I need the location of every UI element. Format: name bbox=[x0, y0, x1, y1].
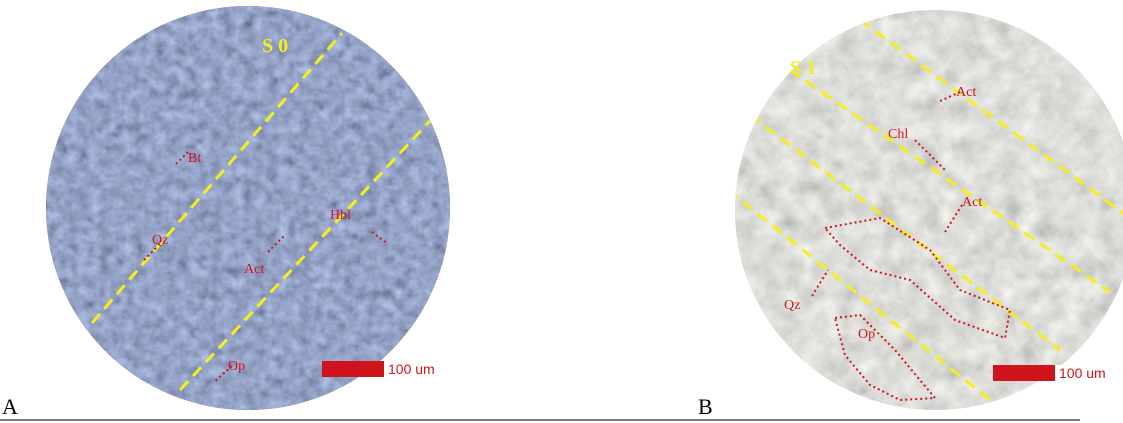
mineral-label: Act bbox=[956, 85, 976, 100]
foliation-label: S 0 bbox=[262, 35, 288, 57]
mineral-label: Act bbox=[962, 195, 982, 210]
scale-bar-label: 100 um bbox=[1059, 365, 1106, 381]
mineral-label: Bt bbox=[188, 151, 201, 166]
mineral-label: Qz bbox=[784, 298, 800, 313]
mineral-label: Hbl bbox=[330, 208, 351, 223]
mineral-label: Chl bbox=[888, 127, 908, 142]
mineral-label: Op bbox=[858, 327, 875, 342]
panel-label: A bbox=[2, 394, 18, 419]
mineral-label: Op bbox=[228, 359, 245, 374]
foliation-label: S 1 bbox=[790, 57, 816, 79]
scale-bar bbox=[322, 361, 384, 377]
figure: A S 0 100 um Bt Qz Act Hbl Op B S 1 100 um Act Chl Ac… bbox=[0, 0, 1123, 423]
scale-bar-label: 100 um bbox=[388, 361, 435, 377]
mineral-label: Act bbox=[244, 262, 264, 277]
scale-bar bbox=[993, 365, 1055, 381]
micrograph-a bbox=[40, 0, 460, 420]
panel-label: B bbox=[698, 394, 713, 419]
micrograph-b bbox=[728, 0, 1123, 420]
mineral-label: Qz bbox=[152, 233, 168, 248]
